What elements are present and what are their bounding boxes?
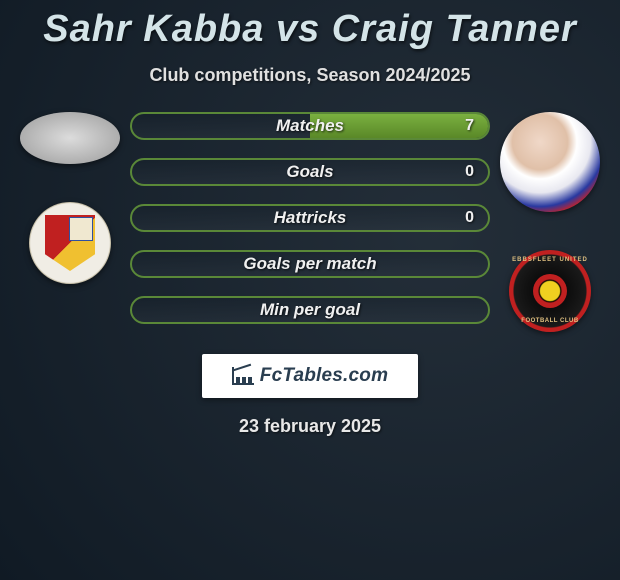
stat-bar-goals: Goals 0 (130, 158, 490, 186)
stat-value-right: 0 (465, 163, 474, 181)
stat-label: Goals per match (132, 254, 488, 274)
stats-bars: Matches 7 Goals 0 Hattricks 0 (130, 112, 490, 324)
stat-bar-hattricks: Hattricks 0 (130, 204, 490, 232)
stat-label: Matches (132, 116, 488, 136)
stat-value-right: 7 (465, 117, 474, 135)
stat-bar-matches: Matches 7 (130, 112, 490, 140)
stat-label: Min per goal (132, 300, 488, 320)
player-left-avatar (20, 112, 120, 164)
stat-bar-min-per-goal: Min per goal (130, 296, 490, 324)
shield-icon (45, 215, 95, 271)
stat-label: Hattricks (132, 208, 488, 228)
date-label: 23 february 2025 (0, 416, 620, 437)
stat-bar-goals-per-match: Goals per match (130, 250, 490, 278)
subtitle: Club competitions, Season 2024/2025 (0, 65, 620, 86)
badge-text-bottom: FOOTBALL CLUB (509, 318, 591, 324)
club-badge-right: EBBSFLEET UNITED FOOTBALL CLUB (509, 250, 591, 332)
stats-area: Matches 7 Goals 0 Hattricks 0 (0, 112, 620, 332)
badge-text-top: EBBSFLEET UNITED (509, 257, 591, 263)
player-right-avatar (500, 112, 600, 212)
badge-inner-icon (533, 274, 567, 308)
club-badge-left (29, 202, 111, 284)
left-player-column (10, 112, 130, 284)
page-title: Sahr Kabba vs Craig Tanner (0, 0, 620, 51)
right-player-column: EBBSFLEET UNITED FOOTBALL CLUB (490, 112, 610, 332)
brand-logo: FcTables.com (202, 354, 418, 398)
brand-text: FcTables.com (260, 365, 388, 387)
stat-value-right: 0 (465, 209, 474, 227)
stat-label: Goals (132, 162, 488, 182)
chart-icon (232, 367, 254, 385)
